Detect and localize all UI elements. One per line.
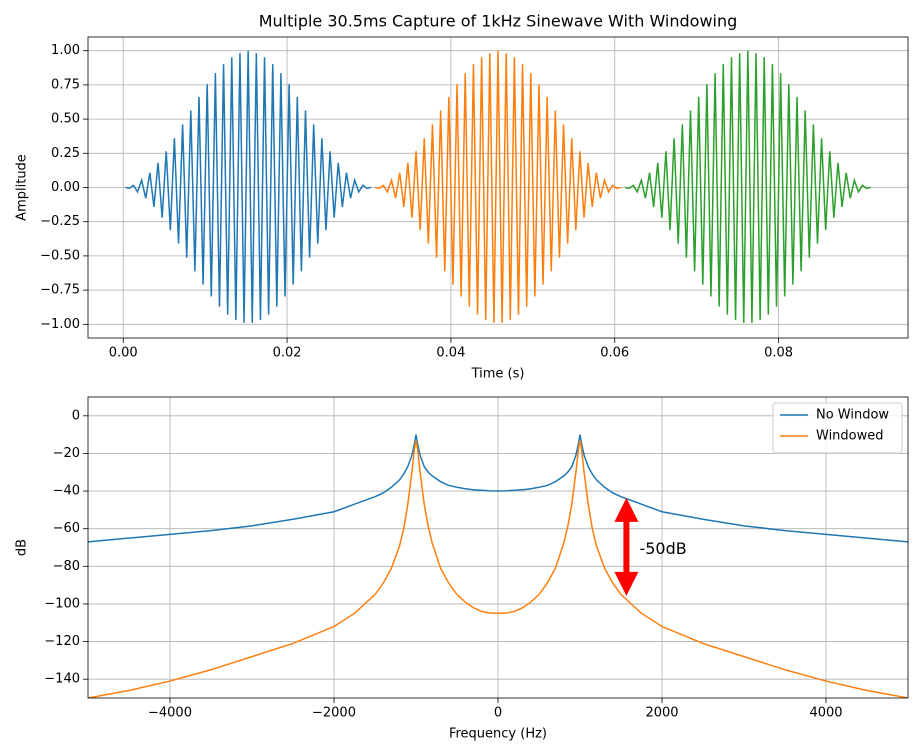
x-tick-label: 0.02 — [273, 346, 302, 361]
y-tick-label: 0 — [72, 408, 80, 423]
series-line — [374, 50, 622, 323]
y-tick-label: −120 — [44, 634, 80, 649]
y-tick-label: −40 — [53, 484, 80, 499]
y-tick-label: −0.50 — [40, 248, 80, 263]
y-tick-label: −60 — [53, 521, 80, 536]
y-axis-label: Amplitude — [15, 154, 30, 221]
y-tick-label: 0.75 — [51, 77, 80, 92]
y-axis-label: dB — [15, 539, 30, 556]
y-tick-label: −140 — [44, 672, 80, 687]
y-tick-label: −0.25 — [40, 214, 80, 229]
legend-label: Windowed — [816, 429, 884, 444]
x-tick-label: −4000 — [148, 706, 192, 721]
series-line — [624, 50, 871, 323]
series-line — [88, 440, 908, 698]
y-tick-label: −20 — [53, 446, 80, 461]
x-axis-label: Time (s) — [471, 367, 525, 382]
x-tick-label: 4000 — [809, 706, 842, 721]
x-axis-label: Frequency (Hz) — [449, 727, 547, 742]
legend-label: No Window — [816, 408, 889, 423]
x-tick-label: 0.06 — [600, 346, 629, 361]
y-tick-label: −0.75 — [40, 283, 80, 298]
x-tick-label: 0.04 — [436, 346, 465, 361]
y-tick-label: 0.00 — [51, 180, 80, 195]
x-tick-label: 0 — [494, 706, 502, 721]
axes-frame — [87, 36, 909, 339]
annotation-arrow — [614, 497, 639, 596]
x-tick-label: 2000 — [645, 706, 678, 721]
annotation-text: -50dB — [639, 539, 686, 558]
y-tick-label: −80 — [53, 559, 80, 574]
x-tick-label: 0.08 — [764, 346, 793, 361]
x-tick-label: 0.00 — [109, 346, 138, 361]
axes-frame — [87, 396, 909, 699]
x-tick-label: −2000 — [312, 706, 356, 721]
series-line — [125, 50, 372, 323]
y-tick-label: −1.00 — [40, 317, 80, 332]
y-tick-label: −100 — [44, 596, 80, 611]
y-tick-label: 0.50 — [51, 112, 80, 127]
chart-title: Multiple 30.5ms Capture of 1kHz Sinewave… — [259, 12, 738, 31]
series-line — [88, 434, 908, 543]
y-tick-label: 1.00 — [51, 43, 80, 58]
y-tick-label: 0.25 — [51, 146, 80, 161]
